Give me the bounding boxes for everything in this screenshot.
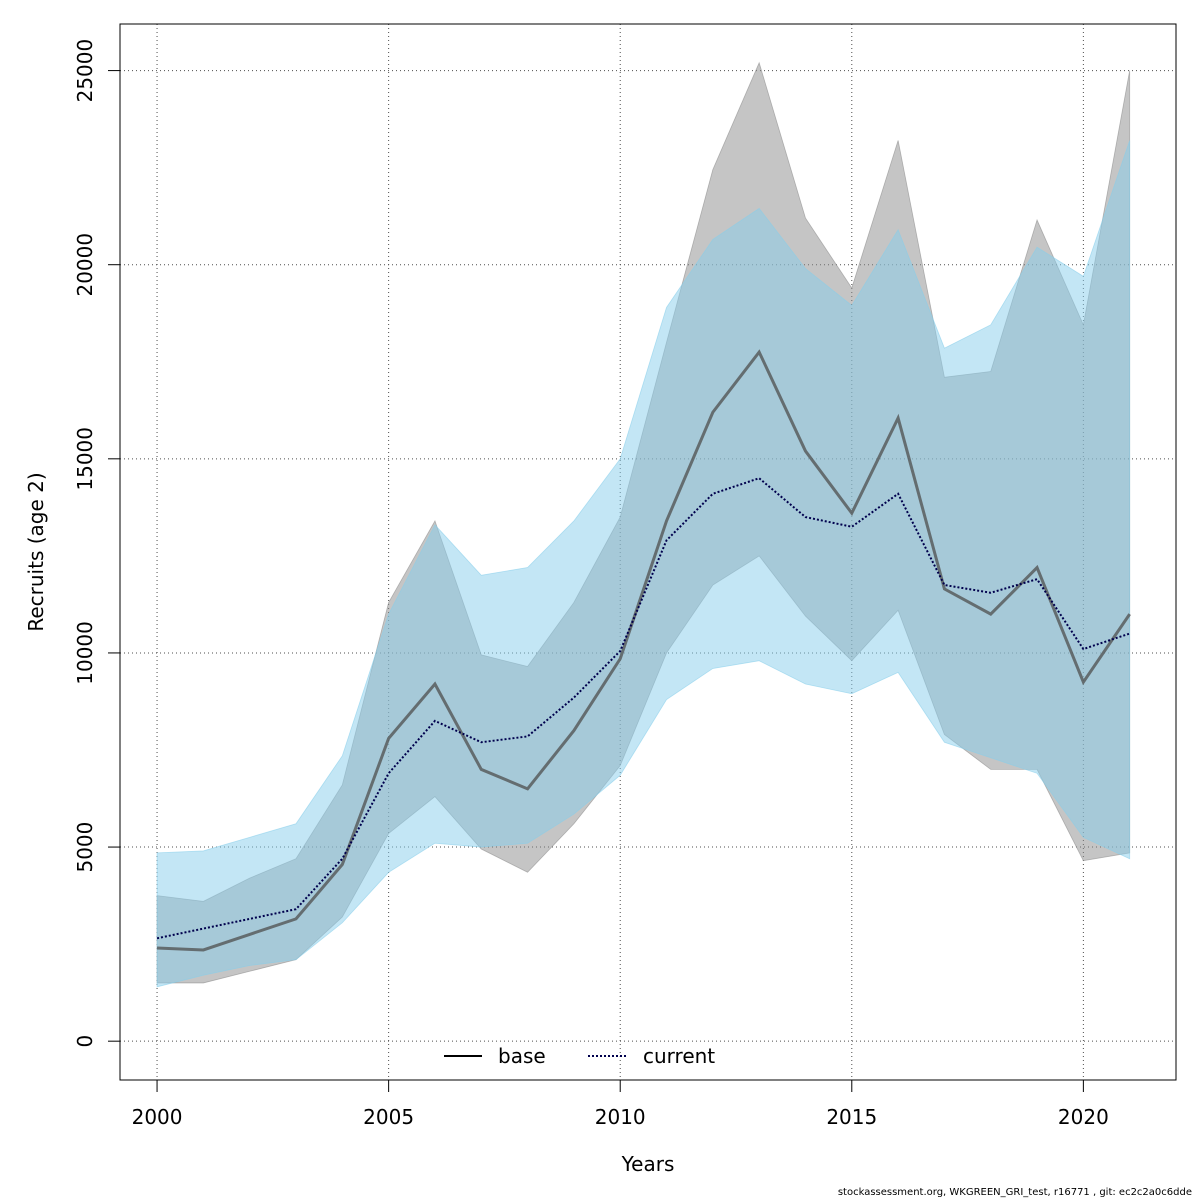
y-axis: 0 5000 10000 15000 20000 25000 [73,39,121,1048]
legend-label-current: current [643,1044,715,1068]
x-tick-label: 2005 [363,1105,414,1129]
y-tick-label: 0 [73,1035,97,1048]
x-axis-title: Years [621,1152,675,1176]
legend: base current [444,1044,715,1068]
x-tick-label: 2000 [132,1105,183,1129]
line-base [156,349,1131,952]
legend-label-base: base [498,1044,546,1068]
series-lines [156,349,1131,952]
line-current [156,477,1131,940]
y-tick-label: 15000 [73,427,97,491]
footer-credit: stockassessment.org, WKGREEN_GRI_test, r… [837,1187,1192,1198]
y-tick-label: 20000 [73,233,97,297]
y-tick-label: 10000 [73,621,97,685]
y-tick-label: 25000 [73,39,97,103]
y-axis-title: Recruits (age 2) [24,472,48,631]
y-tick-label: 5000 [73,822,97,873]
confidence-bands [156,61,1131,988]
x-axis: 2000 2005 2010 2015 2020 [132,1079,1109,1129]
x-tick-label: 2015 [826,1105,877,1129]
x-tick-label: 2020 [1058,1105,1109,1129]
x-tick-label: 2010 [595,1105,646,1129]
band-current [156,140,1131,988]
